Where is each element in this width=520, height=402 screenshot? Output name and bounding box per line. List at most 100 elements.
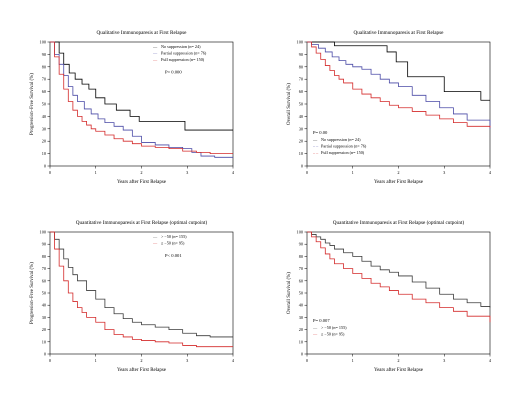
y-tick-label: 10 [42,151,46,156]
y-tick-label: 70 [42,266,46,271]
series-line-2 [307,231,491,323]
legend-entry: Full suppression (n= 150) [161,57,205,62]
x-tick-label: 3 [186,170,188,175]
legend-marker: — [152,51,158,56]
p-value-annotation: P= 0.000 [165,70,182,75]
legend-marker: — [312,137,318,142]
x-axis-label: Years after First Relapse [117,368,167,373]
y-tick-label: 50 [299,291,303,296]
x-tick-label: 2 [140,170,142,175]
y-tick-label: 90 [299,242,303,247]
y-tick-label: 100 [297,230,303,235]
legend-entry: > −50 (n= 155) [321,325,347,330]
y-tick-label: 70 [299,266,303,271]
y-tick-label: 20 [42,139,46,144]
y-tick-label: 40 [299,303,303,308]
legend-entry: ≤ −50 (n= 95) [321,332,345,337]
y-tick-label: 80 [42,64,46,69]
chart-title: Quantitative Immunoparesis at First Rela… [76,219,208,226]
y-tick-label: 30 [42,315,46,320]
plot-frame [49,41,234,167]
x-tick-label: 1 [352,170,354,175]
p-value-annotation: P= 0.007 [313,318,330,323]
y-tick-label: 20 [299,139,303,144]
x-tick-label: 3 [443,358,445,363]
legend-marker: – – [312,150,319,155]
x-tick-label: 2 [397,358,399,363]
x-tick-label: 0 [306,170,308,175]
y-tick-label: 60 [299,89,303,94]
y-tick-label: 80 [299,64,303,69]
y-tick-label: 90 [42,242,46,247]
legend-marker: — [152,57,158,62]
x-tick-label: 1 [95,170,97,175]
series-line-2 [50,41,233,158]
y-axis-label: Progression–Free Survival (%) [30,73,35,135]
x-tick-label: 4 [489,358,492,363]
legend-marker: – – [312,144,319,149]
chart-title: Quantitative Immunoparesis at First Rela… [333,219,465,226]
x-tick-label: 0 [306,358,308,363]
x-axis-label: Years after First Relapse [117,180,167,185]
x-tick-label: 0 [49,358,51,363]
series-line-1 [307,231,491,308]
legend-entry: No suppression (n= 24) [321,137,361,142]
legend-marker: — [152,234,158,239]
x-axis-label: Years after First Relapse [374,368,424,373]
y-axis-label: Overall Survival (%) [287,83,292,125]
y-tick-label: 70 [42,77,46,82]
y-tick-label: 0 [44,164,46,169]
y-tick-label: 80 [42,254,46,259]
y-tick-label: 30 [299,126,303,131]
series-line-1 [307,41,490,101]
series-line-2 [50,231,233,348]
y-tick-label: 90 [42,52,46,57]
y-tick-label: 90 [299,52,303,57]
chart-panel-3: Quantitative Immunoparesis at First Rela… [30,219,235,373]
chart-panel-4: Quantitative Immunoparesis at First Rela… [287,219,492,373]
p-value-annotation: P< 0.001 [165,253,182,258]
y-tick-label: 60 [42,89,46,94]
chart-title: Qualitative Immunoparesis at First Relap… [97,30,188,36]
series-line-1 [50,41,233,131]
y-tick-label: 40 [42,303,46,308]
x-axis-label: Years after First Relapse [374,180,424,185]
series-line-3 [307,41,491,128]
legend-entry: Full suppression (n= 150) [321,150,365,155]
x-tick-label: 2 [140,358,142,363]
y-tick-label: 10 [299,151,303,156]
y-tick-label: 40 [299,114,303,119]
x-tick-label: 1 [95,358,97,363]
chart-panel-1: Qualitative Immunoparesis at First Relap… [30,30,235,185]
legend-entry: Partial suppression (n= 76) [321,144,367,149]
x-tick-label: 4 [232,170,235,175]
y-tick-label: 30 [42,126,46,131]
y-tick-label: 100 [40,40,46,45]
legend-marker: — [312,325,318,330]
legend-marker: — [152,44,158,49]
x-tick-label: 0 [49,170,51,175]
y-tick-label: 30 [299,315,303,320]
y-tick-label: 60 [42,278,46,283]
y-tick-label: 70 [299,77,303,82]
legend-entry: > −50 (n= 155) [161,234,187,239]
legend-entry: No suppression (n= 24) [161,44,201,49]
x-tick-label: 3 [186,358,188,363]
series-line-2 [307,41,491,129]
y-tick-label: 10 [42,339,46,344]
y-tick-label: 40 [42,114,46,119]
chart-title: Qualitative Immunoparesis at First Relap… [354,30,445,36]
x-tick-label: 1 [352,358,354,363]
y-tick-label: 50 [299,102,303,107]
x-tick-label: 4 [232,358,235,363]
y-tick-label: 60 [299,278,303,283]
legend-marker: — [152,241,158,246]
legend-entry: Partial suppression (n= 76) [161,51,207,56]
y-tick-label: 0 [301,352,303,357]
y-tick-label: 80 [299,254,303,259]
x-tick-label: 2 [397,170,399,175]
p-value-annotation: P= 0.00 [313,130,328,135]
y-axis-label: Progression–Free Survival (%) [30,262,35,324]
y-tick-label: 10 [299,339,303,344]
